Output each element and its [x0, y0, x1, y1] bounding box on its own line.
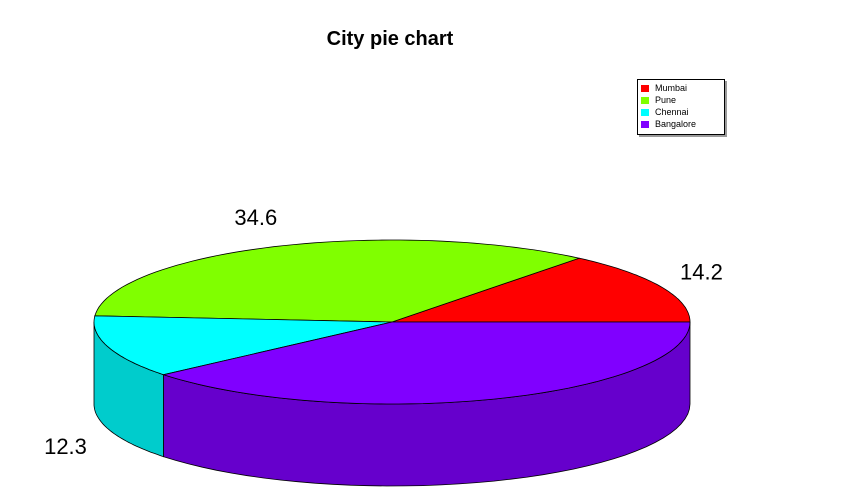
pie-label-mumbai: 14.2 — [680, 260, 723, 285]
legend-swatch-mumbai — [641, 85, 649, 93]
legend-item-mumbai: Mumbai — [641, 82, 687, 94]
legend-label-chennai: Chennai — [655, 107, 689, 117]
pie-label-pune: 34.6 — [234, 205, 277, 230]
legend-swatch-chennai — [641, 109, 649, 117]
legend-swatch-bangalore — [641, 121, 649, 129]
pie-slice-mumbai — [391, 257, 691, 323]
pie-label-chennai: 12.3 — [44, 434, 87, 459]
pie-slice-chennai — [93, 315, 393, 376]
chart-title: City pie chart — [326, 28, 454, 50]
legend-item-chennai: Chennai — [641, 106, 689, 118]
pie-slice-pune — [94, 239, 581, 323]
legend-swatch-pune — [641, 97, 649, 105]
legend-item-bangalore: Bangalore — [641, 118, 696, 130]
legend-label-mumbai: Mumbai — [655, 83, 688, 93]
legend: Mumbai Pune Chennai Bangalore — [637, 79, 725, 135]
legend-label-pune: Pune — [655, 95, 677, 105]
pie-slice-bangalore — [162, 321, 691, 405]
legend-label-bangalore: Bangalore — [655, 119, 697, 129]
legend-item-pune: Pune — [641, 94, 676, 106]
